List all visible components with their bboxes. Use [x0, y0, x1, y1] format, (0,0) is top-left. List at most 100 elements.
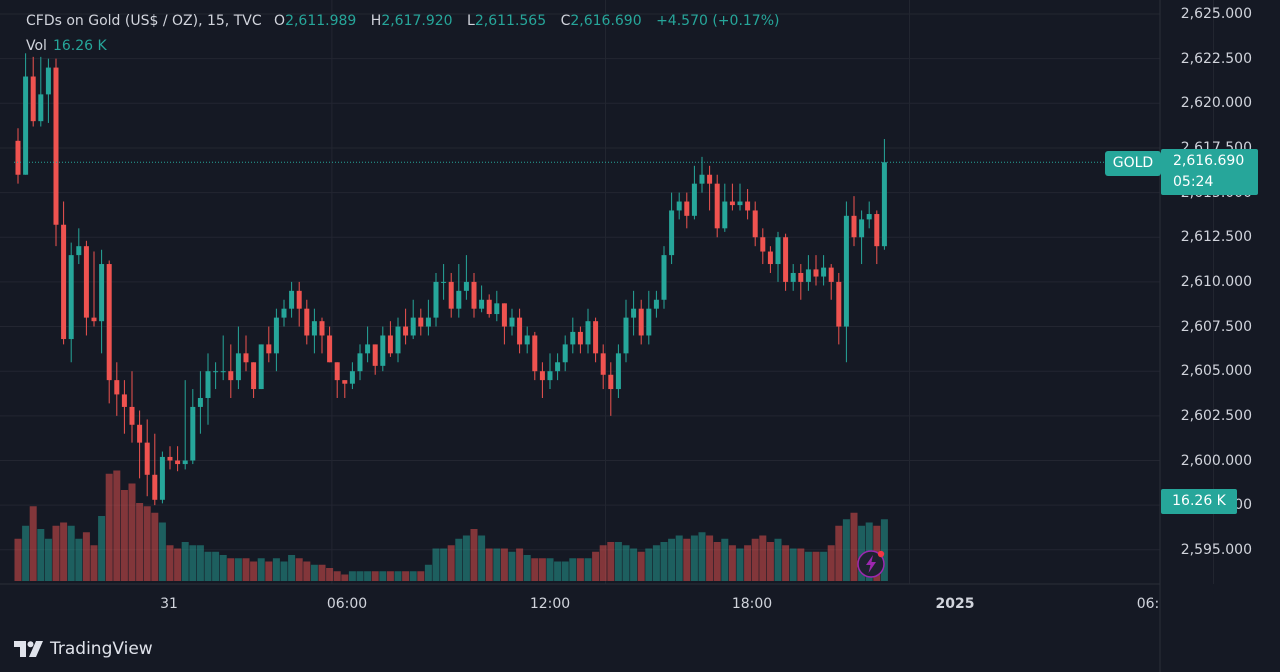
volume-bar: [14, 538, 22, 581]
candle-body: [114, 380, 120, 395]
candle-body: [448, 281, 454, 309]
volume-bar: [44, 538, 52, 581]
close-value: 2,616.690: [570, 13, 642, 29]
candle-body: [707, 174, 713, 184]
volume-bar: [90, 545, 98, 581]
candle-body: [289, 290, 295, 309]
volume-bar: [303, 561, 311, 581]
candle-body: [319, 321, 325, 336]
volume-bar: [67, 525, 75, 581]
candle-body: [83, 246, 89, 318]
volume-bar: [136, 503, 144, 581]
candle-body: [486, 299, 492, 315]
candle-body: [266, 344, 272, 354]
candle-body: [775, 237, 781, 265]
candle-body: [577, 331, 583, 345]
volume-bar: [683, 538, 691, 581]
volume-bar: [280, 561, 288, 581]
candle-body: [501, 303, 507, 327]
candle-body: [38, 94, 44, 122]
candle-body: [813, 269, 819, 277]
candle-body: [395, 326, 401, 354]
candle-body: [76, 246, 82, 256]
candle-body: [228, 371, 234, 381]
candle-body: [23, 76, 29, 175]
candle-body: [843, 215, 849, 327]
volume-bar: [736, 548, 744, 581]
volume-bar: [326, 568, 334, 581]
high-label: H: [370, 13, 382, 29]
candle-body: [456, 290, 462, 309]
volume-bar: [341, 574, 349, 581]
candle-body: [167, 456, 173, 461]
candle-body: [691, 183, 697, 216]
volume-label[interactable]: Vol: [26, 38, 47, 54]
candle-body: [836, 281, 842, 327]
candle-body: [585, 321, 591, 345]
candle-body: [410, 317, 416, 336]
candle-body: [623, 317, 629, 354]
volume-bar: [219, 555, 227, 581]
volume-bar: [645, 548, 653, 581]
volume-bar: [804, 551, 812, 581]
candle-body: [425, 317, 431, 327]
symbol-title[interactable]: CFDs on Gold (US$ / OZ), 15, TVC: [26, 13, 262, 29]
candle-body: [365, 344, 371, 354]
low-value: 2,611.565: [474, 13, 547, 29]
volume-bar: [812, 551, 820, 581]
volume-bar: [576, 558, 584, 581]
volume-bar: [538, 558, 546, 581]
candle-body: [570, 331, 576, 345]
volume-bar: [128, 483, 136, 581]
candle-body: [866, 214, 872, 220]
volume-bar: [22, 525, 30, 581]
tradingview-logo[interactable]: TradingView: [14, 638, 153, 660]
volume-bar: [508, 551, 516, 581]
volume-bar: [652, 545, 660, 581]
candle-body: [15, 140, 21, 175]
candle-body: [767, 251, 773, 265]
candle-body: [699, 174, 705, 184]
volume-bar: [531, 558, 539, 581]
price-tick-label: 2,602.500: [1180, 407, 1252, 424]
volume-value: 16.26 K: [52, 38, 107, 54]
time-tick-label: 06:: [1136, 596, 1160, 612]
candle-body: [418, 317, 424, 327]
candle-body: [600, 353, 606, 375]
candle-body: [273, 317, 279, 354]
volume-bar: [440, 548, 448, 581]
volume-bar: [212, 551, 220, 581]
volume-bar: [797, 548, 805, 581]
time-tick-label: 06:00: [326, 596, 368, 612]
last-price-label: 2,616.690 05:24: [1161, 149, 1258, 195]
candle-body: [874, 214, 880, 247]
volume-bar: [257, 558, 265, 581]
volume-bar: [721, 538, 729, 581]
candle-body: [258, 344, 264, 390]
volume-bar: [880, 519, 888, 581]
volume-bar: [706, 535, 714, 581]
candle-body: [296, 290, 302, 309]
volume-bar: [98, 516, 106, 581]
last-price-value: 2,616.690: [1173, 153, 1245, 169]
volume-bar: [599, 545, 607, 581]
volume-bar: [622, 545, 630, 581]
volume-bar: [516, 548, 524, 581]
volume-bar: [668, 538, 676, 581]
lightning-icon[interactable]: [856, 549, 886, 579]
volume-bar: [265, 561, 273, 581]
candle-body: [653, 299, 659, 309]
volume-bar: [713, 542, 721, 581]
volume-bar: [386, 571, 394, 581]
candle-body: [61, 224, 67, 340]
candle-body: [334, 362, 340, 381]
candle-body: [304, 308, 310, 336]
close-label: C: [560, 13, 571, 29]
candle-body: [53, 67, 59, 225]
candle-body: [555, 362, 561, 372]
candle-body: [251, 362, 257, 390]
volume-bar: [500, 548, 508, 581]
candle-body: [243, 353, 249, 363]
volume-bar: [584, 558, 592, 581]
